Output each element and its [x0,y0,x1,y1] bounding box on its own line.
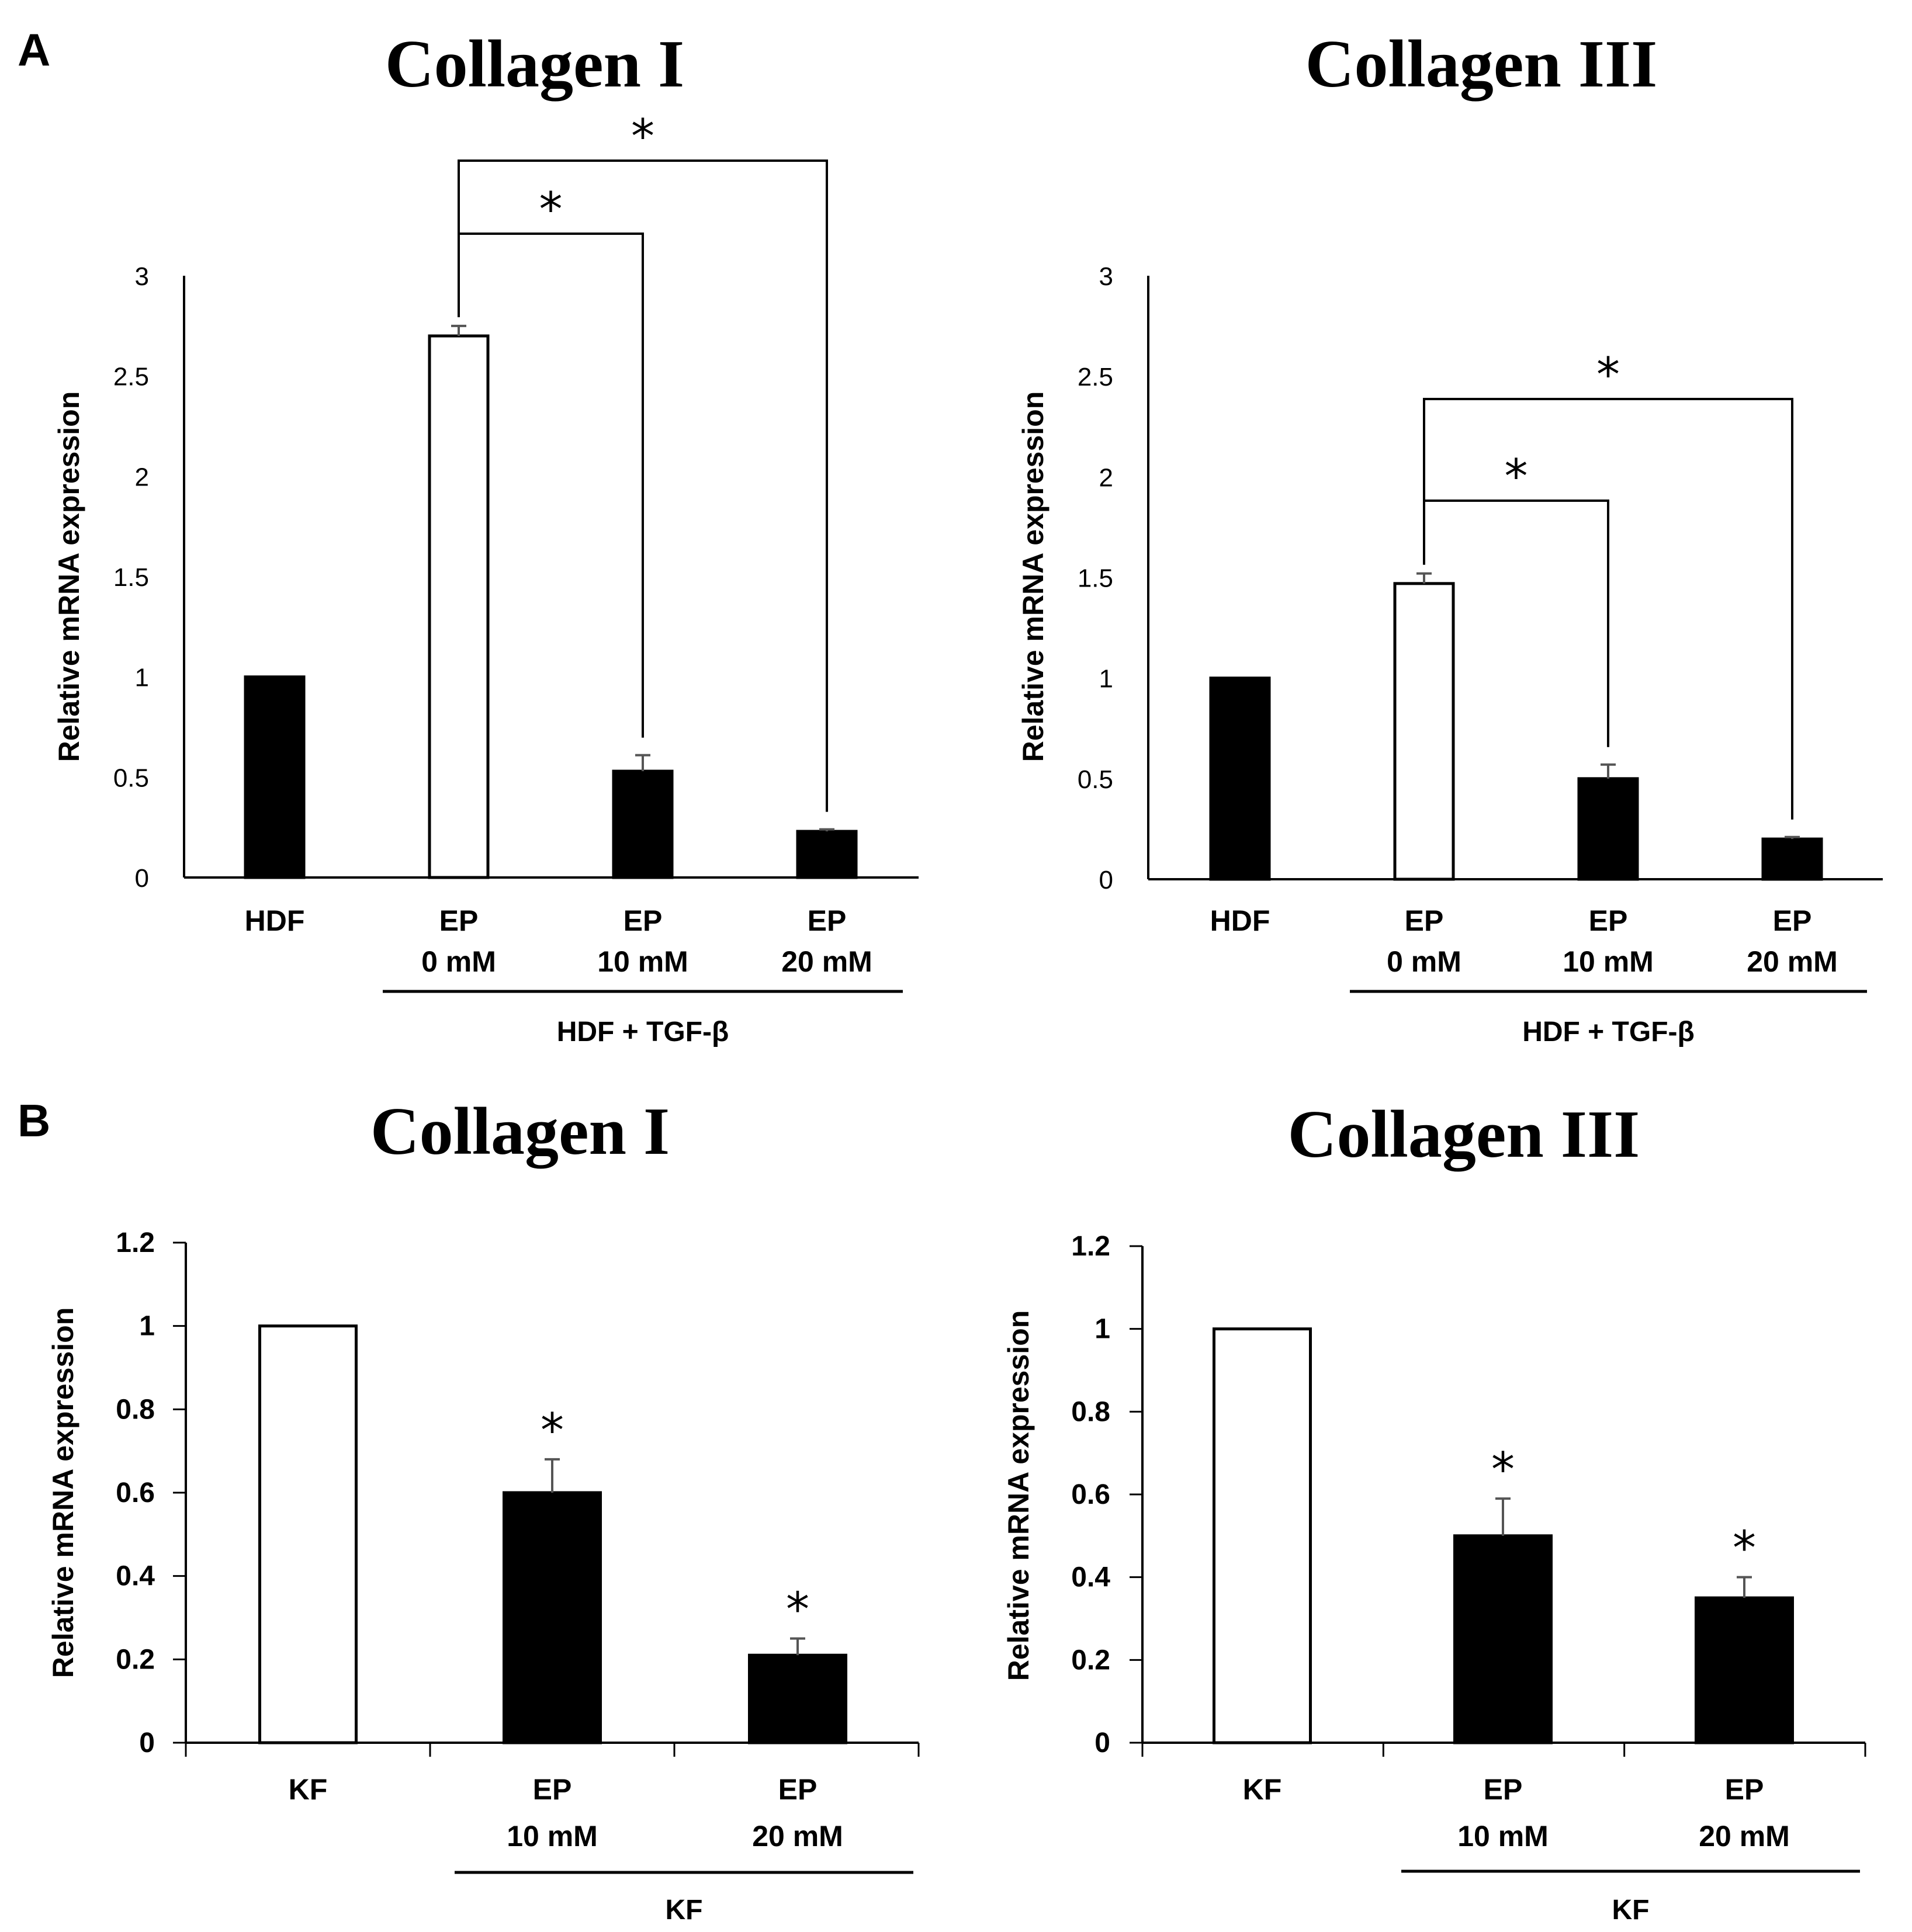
y-tick-label: 1 [135,664,149,692]
y-tick-label: 1.5 [113,563,149,592]
significance-star: * [1733,1521,1756,1576]
significance-star: * [541,1403,564,1458]
significance-star: * [631,109,654,164]
significance-bracket [1423,398,1793,820]
y-tick-label: 0.2 [1071,1645,1110,1676]
y-axis-label: Relative mRNA expression [1002,1310,1035,1681]
y-tick-label: 0.5 [113,764,149,792]
category-label: 10 mM [507,1820,598,1853]
bar [1393,582,1455,881]
significance-star: * [1491,1442,1515,1497]
y-tick-label: 0.4 [1071,1562,1110,1593]
y-axis-label: Relative mRNA expression [1017,391,1049,762]
category-label: EP [1725,1773,1764,1806]
group-label: KF [666,1895,703,1926]
y-tick-label: 0.6 [116,1477,155,1508]
y-tick-label: 0.4 [116,1561,155,1592]
category-label: EP [1405,904,1444,937]
bar [258,1324,358,1744]
chart-collagen-i-hdf: Collagen I Relative mRNA expression 0 0.5 1 1… [53,27,919,1047]
bar [1695,1596,1794,1744]
bar [612,769,674,879]
bar [1577,777,1639,881]
category-label: 10 mM [1563,945,1654,978]
chart-collagen-iii-kf: Collagen III Relative mRNA expression 0 0.2… [1002,1097,1866,1926]
bar [796,830,858,879]
category-label: EP [439,904,479,937]
significance-star: * [1596,348,1620,402]
y-tick-label: 1 [139,1311,155,1342]
y-tick-label: 0 [135,864,149,893]
y-axis-label: Relative mRNA expression [47,1307,79,1678]
chart-title: Collagen III [1288,1097,1640,1172]
y-axis-label: Relative mRNA expression [53,391,85,762]
y-tick-label: 1.2 [116,1227,155,1258]
bar [1209,677,1271,881]
group-label: HDF + TGF-β [1522,1017,1695,1047]
chart-collagen-iii-hdf: Collagen III Relative mRNA expression 0 0.5… [1017,27,1883,1047]
bar [503,1491,602,1744]
category-label: HDF [245,904,305,937]
category-label: KF [1243,1773,1282,1806]
bar [748,1653,847,1744]
chart-title: Collagen I [385,27,684,102]
significance-star: * [786,1583,809,1637]
significance-bracket [458,159,828,812]
category-label: EP [778,1773,818,1806]
category-label: 20 mM [1747,945,1838,978]
y-tick-label: 2.5 [1078,363,1113,391]
category-label: EP [1484,1773,1523,1806]
category-label: EP [808,904,847,937]
y-tick-label: 0.6 [1071,1479,1110,1510]
y-tick-label: 0 [1094,1728,1110,1758]
significance-star: * [539,182,563,237]
bar [1453,1534,1553,1744]
panel-letter-a: A [18,24,50,75]
category-label: 0 mM [421,945,496,978]
group-label: HDF + TGF-β [557,1017,729,1047]
category-label: EP [1589,904,1628,937]
bar [1213,1327,1312,1744]
bar [1761,837,1823,881]
y-tick-label: 2.5 [113,363,149,391]
chart-title: Collagen I [370,1094,670,1169]
y-tick-label: 0 [139,1728,155,1758]
y-tick-label: 0.8 [1071,1396,1110,1427]
category-label: EP [1773,904,1812,937]
category-label: KF [289,1773,328,1806]
panel-letter-b: B [18,1095,50,1146]
y-tick-label: 3 [1099,262,1113,291]
y-tick-label: 2 [1099,463,1113,492]
y-tick-label: 0 [1099,866,1113,894]
y-tick-label: 1.5 [1078,564,1113,593]
y-tick-label: 0.2 [116,1644,155,1675]
chart-collagen-i-kf: Collagen I Relative mRNA expression 0 0.2 0.… [47,1094,920,1926]
y-tick-label: 1 [1094,1314,1110,1345]
y-tick-label: 0.5 [1078,765,1113,794]
significance-star: * [1505,449,1528,504]
y-tick-label: 0.8 [116,1394,155,1425]
chart-title: Collagen III [1305,27,1658,102]
category-label: 10 mM [1457,1820,1549,1853]
category-label: 10 mM [597,945,688,978]
category-label: EP [533,1773,572,1806]
bar [244,675,306,879]
category-label: 20 mM [752,1820,843,1853]
category-label: 20 mM [781,945,872,978]
category-label: HDF [1210,904,1270,937]
category-label: EP [624,904,663,937]
category-label: 0 mM [1387,945,1461,978]
y-tick-label: 1 [1099,665,1113,693]
y-tick-label: 3 [135,262,149,291]
y-tick-label: 2 [135,463,149,491]
group-label: KF [1612,1895,1650,1926]
y-tick-label: 1.2 [1071,1231,1110,1262]
category-label: 20 mM [1699,1820,1790,1853]
bar [428,334,490,879]
